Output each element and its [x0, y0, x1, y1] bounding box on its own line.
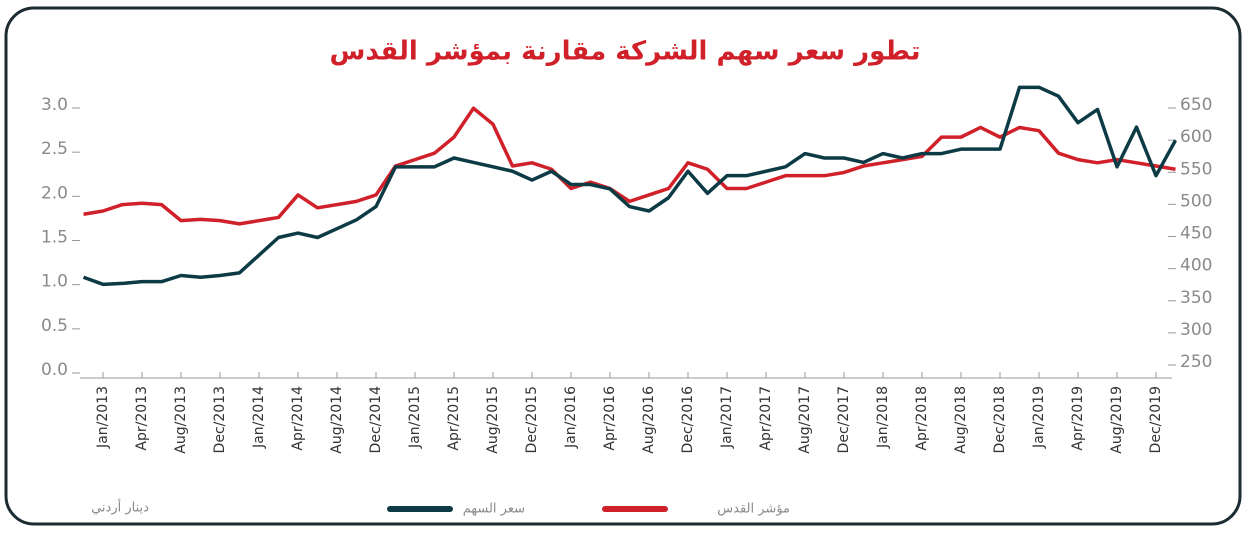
- y2-tick-label: 350: [1180, 288, 1212, 308]
- x-tick-label: Aug/2013: [173, 386, 189, 454]
- frame: [4, 6, 1242, 526]
- y2-tick-label: 250: [1180, 352, 1212, 372]
- x-tick-label: Aug/2016: [641, 386, 657, 454]
- y-tick-label: 1.5: [41, 228, 68, 248]
- series-line: [82, 85, 1178, 287]
- y2-tick-label: 500: [1180, 191, 1212, 211]
- y-tick-label: 2.5: [41, 139, 68, 159]
- x-tick-label: Apr/2014: [290, 386, 306, 451]
- y2-tick-label: 450: [1180, 224, 1212, 244]
- y2-tick-label: 300: [1180, 320, 1212, 340]
- y2-tick-label: 650: [1180, 95, 1212, 115]
- y-tick-label: 1.0: [41, 272, 68, 292]
- y-tick-label: 0.0: [41, 360, 68, 380]
- y-tick-label: 3.0: [41, 95, 68, 115]
- x-tick-label: Jan/2013: [95, 386, 111, 449]
- x-tick-label: Jan/2018: [875, 386, 891, 449]
- x-tick-label: Dec/2013: [212, 386, 228, 453]
- chart-title: تطور سعر سهم الشركة مقارنة بمؤشر القدس: [330, 37, 921, 67]
- y2-tick-label: 550: [1180, 159, 1212, 179]
- x-tick-label: Dec/2017: [836, 386, 852, 453]
- x-tick-label: Apr/2016: [602, 386, 618, 451]
- x-tick-label: Aug/2015: [485, 386, 501, 454]
- y-tick-label: 2.0: [41, 183, 68, 203]
- x-tick-label: Jan/2019: [1031, 386, 1047, 449]
- y2-tick-label: 400: [1180, 256, 1212, 276]
- x-tick-label: Aug/2018: [953, 386, 969, 454]
- x-tick-label: Apr/2019: [1070, 386, 1086, 451]
- x-tick-label: Dec/2018: [992, 386, 1008, 453]
- legend-label: سعر السهم: [463, 502, 525, 517]
- x-tick-label: Dec/2019: [1148, 386, 1164, 453]
- series-line: [83, 106, 1176, 226]
- x-tick-label: Apr/2018: [914, 386, 930, 451]
- x-tick-label: Dec/2016: [680, 386, 696, 454]
- x-tick-label: Apr/2013: [134, 386, 150, 451]
- x-tick-label: Dec/2014: [368, 386, 384, 454]
- x-tick-label: Apr/2015: [446, 386, 462, 451]
- legend-label: مؤشر القدس: [717, 502, 790, 517]
- x-tick-label: Jan/2014: [251, 386, 267, 449]
- y2-tick-label: 600: [1180, 127, 1212, 147]
- x-tick-label: Jan/2017: [719, 386, 735, 449]
- x-tick-label: Dec/2015: [524, 386, 540, 453]
- x-tick-label: Aug/2019: [1109, 386, 1125, 454]
- unit-label: دينار أردني: [91, 499, 149, 516]
- x-tick-label: Aug/2017: [797, 386, 813, 454]
- x-tick-label: Jan/2016: [563, 386, 579, 449]
- x-tick-label: Jan/2015: [407, 386, 423, 449]
- y-tick-label: 0.5: [41, 316, 68, 336]
- x-tick-label: Apr/2017: [758, 386, 774, 451]
- x-tick-label: Aug/2014: [329, 386, 345, 454]
